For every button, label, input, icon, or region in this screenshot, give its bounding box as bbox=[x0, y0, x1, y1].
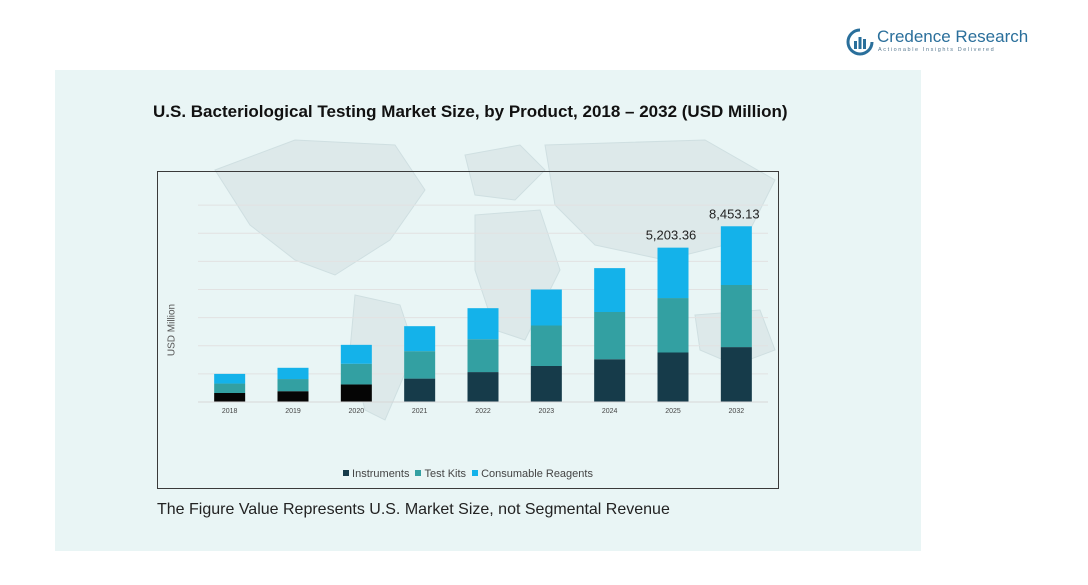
x-tick-label: 2020 bbox=[349, 408, 365, 415]
legend-item: Instruments bbox=[343, 468, 409, 480]
credence-logo-icon bbox=[846, 28, 874, 56]
legend-item: Consumable Reagents bbox=[472, 468, 593, 480]
chart-legend: Instruments Test Kits Consumable Reagents bbox=[158, 468, 778, 480]
bar-instruments-2024 bbox=[594, 359, 626, 402]
legend-swatch bbox=[415, 470, 422, 476]
bar-test-kits-2032 bbox=[720, 285, 752, 348]
chart-area: USD Million 2018 2019 2020 2021 2022 2023 2024… bbox=[157, 171, 779, 489]
bar-consumable-reagents-2022 bbox=[467, 308, 499, 340]
bar-instruments-2032 bbox=[720, 347, 752, 402]
bar-test-kits-2018 bbox=[214, 383, 246, 393]
bar-test-kits-2025 bbox=[657, 298, 689, 353]
x-tick-label: 2025 bbox=[665, 408, 681, 415]
legend-swatch bbox=[343, 470, 350, 476]
bar-consumable-reagents-2021 bbox=[404, 326, 436, 352]
bar-consumable-reagents-2032 bbox=[720, 226, 752, 285]
bar-test-kits-2022 bbox=[467, 339, 499, 373]
brand-logo: Credence Research Actionable Insights De… bbox=[846, 26, 1036, 60]
bar-instruments-2020 bbox=[340, 384, 372, 402]
bar-instruments-2018 bbox=[214, 393, 246, 402]
legend-item: Test Kits bbox=[415, 468, 466, 480]
bar-test-kits-2019 bbox=[277, 379, 309, 392]
legend-label: Consumable Reagents bbox=[481, 468, 593, 480]
data-label: 5,203.36 bbox=[646, 228, 697, 243]
x-tick-label: 2018 bbox=[222, 408, 238, 415]
bar-consumable-reagents-2020 bbox=[340, 344, 372, 364]
brand-tagline: Actionable Insights Delivered bbox=[878, 47, 996, 53]
bar-consumable-reagents-2025 bbox=[657, 247, 689, 299]
bar-consumable-reagents-2024 bbox=[594, 268, 626, 312]
bar-plot: 2018 2019 2020 2021 2022 2023 2024 2025 5,203.36… bbox=[198, 204, 768, 415]
legend-swatch bbox=[472, 470, 479, 476]
legend-label: Test Kits bbox=[424, 468, 467, 480]
data-label: 8,453.13 bbox=[709, 206, 760, 221]
bar-test-kits-2024 bbox=[594, 312, 626, 360]
bar-test-kits-2021 bbox=[404, 351, 436, 379]
chart-title: U.S. Bacteriological Testing Market Size… bbox=[153, 102, 788, 121]
bar-instruments-2021 bbox=[404, 378, 436, 402]
brand-name: Credence Research bbox=[877, 27, 1029, 46]
legend-label: Instruments bbox=[352, 468, 410, 480]
x-tick-label: 2023 bbox=[539, 408, 555, 415]
x-tick-label: 2024 bbox=[602, 408, 618, 415]
x-tick-label: 2022 bbox=[475, 408, 491, 415]
footnote: The Figure Value Represents U.S. Market … bbox=[157, 501, 670, 518]
chart-panel: U.S. Bacteriological Testing Market Size… bbox=[55, 70, 921, 551]
bar-test-kits-2023 bbox=[530, 325, 562, 366]
bar-consumable-reagents-2019 bbox=[277, 367, 309, 380]
bar-instruments-2019 bbox=[277, 391, 309, 402]
x-tick-label: 2032 bbox=[729, 408, 745, 415]
bar-instruments-2025 bbox=[657, 352, 689, 402]
bar-instruments-2022 bbox=[467, 372, 499, 402]
bar-consumable-reagents-2023 bbox=[530, 289, 562, 326]
bar-consumable-reagents-2018 bbox=[214, 373, 246, 384]
bar-test-kits-2020 bbox=[340, 363, 372, 385]
bar-instruments-2023 bbox=[530, 366, 562, 402]
x-tick-label: 2021 bbox=[412, 408, 428, 415]
x-tick-label: 2019 bbox=[285, 408, 301, 415]
